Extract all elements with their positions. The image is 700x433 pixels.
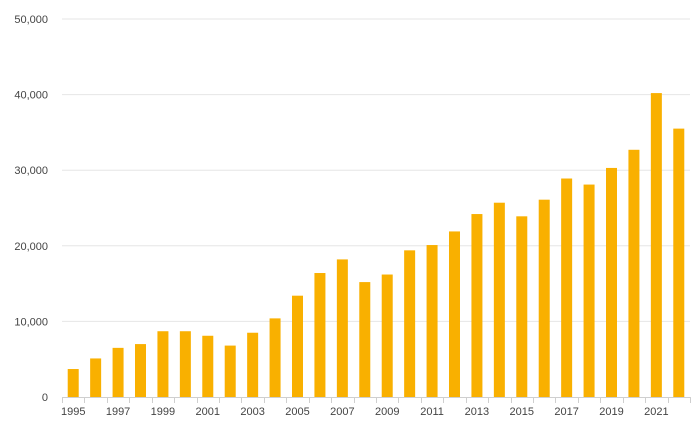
bar-1997 xyxy=(112,347,124,397)
x-tick-label: 2021 xyxy=(644,406,668,418)
y-tick-label: 40,000 xyxy=(14,90,48,102)
bar-2002 xyxy=(224,345,236,397)
bar-2019 xyxy=(606,167,617,397)
bar-1999 xyxy=(157,331,169,397)
bar-1998 xyxy=(135,344,146,397)
x-tick-label: 2005 xyxy=(285,406,309,418)
bar-2001 xyxy=(202,335,214,397)
bar-2004 xyxy=(269,318,281,397)
x-tick-label: 2011 xyxy=(420,406,444,418)
bar-2016 xyxy=(538,199,550,397)
bar-2000 xyxy=(179,331,191,397)
y-axis-tick-labels: 0 10,000 20,000 30,000 40,000 50,000 xyxy=(14,14,48,404)
x-tick-label: 2019 xyxy=(599,406,623,418)
bar-2015 xyxy=(516,216,528,397)
bar-2003 xyxy=(247,332,259,397)
x-tick-label: 2015 xyxy=(510,406,534,418)
x-tick-label: 1995 xyxy=(61,406,85,418)
x-tick-label: 1999 xyxy=(151,406,175,418)
bar-2007 xyxy=(336,259,348,397)
bar-1996 xyxy=(90,358,102,397)
y-tick-label: 10,000 xyxy=(14,316,48,328)
bar-2008 xyxy=(359,282,371,397)
bar-2017 xyxy=(561,178,573,397)
bar-2018 xyxy=(583,184,595,397)
x-axis-ticks: 1995 1997 1999 2001 2003 2005 2007 2009 2011 2013… xyxy=(61,397,691,418)
bar-2013 xyxy=(471,214,483,397)
bar-2020 xyxy=(628,149,640,397)
x-tick-label: 2007 xyxy=(330,406,354,418)
bar-1995 xyxy=(67,369,79,397)
y-tick-label: 20,000 xyxy=(14,241,48,253)
grid-lines xyxy=(62,18,690,322)
x-tick-label: 2009 xyxy=(375,406,399,418)
bar-2009 xyxy=(381,274,393,397)
x-tick-label: 2003 xyxy=(240,406,264,418)
bar-2006 xyxy=(314,273,326,397)
bar-2010 xyxy=(404,250,416,397)
y-tick-label: 0 xyxy=(42,392,48,404)
y-tick-label: 50,000 xyxy=(14,14,48,26)
x-tick-label: 2001 xyxy=(196,406,220,418)
bar-2012 xyxy=(449,231,460,397)
y-tick-label: 30,000 xyxy=(14,165,48,177)
x-tick-label: 2013 xyxy=(465,406,489,418)
bar-2005 xyxy=(292,295,303,397)
x-tick-label: 1997 xyxy=(106,406,130,418)
bar-2021 xyxy=(650,93,662,397)
bar-2014 xyxy=(493,202,505,397)
bars xyxy=(67,93,685,397)
bar-2011 xyxy=(426,245,438,397)
x-tick-label: 2017 xyxy=(554,406,578,418)
bar-2022 xyxy=(673,128,685,397)
